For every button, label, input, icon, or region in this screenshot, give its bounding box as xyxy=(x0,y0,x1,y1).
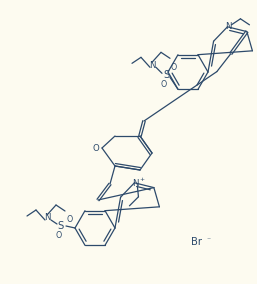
Text: N: N xyxy=(149,61,155,70)
Text: N: N xyxy=(44,214,50,222)
Text: S: S xyxy=(163,70,169,80)
Text: N: N xyxy=(225,22,232,31)
Text: O: O xyxy=(67,214,73,224)
Text: O: O xyxy=(93,143,99,153)
Text: ⁻: ⁻ xyxy=(207,235,211,245)
Text: Br: Br xyxy=(190,237,201,247)
Text: O: O xyxy=(171,63,177,72)
Text: O: O xyxy=(161,80,167,89)
Text: N: N xyxy=(132,179,139,188)
Text: +: + xyxy=(139,177,144,182)
Text: O: O xyxy=(56,231,62,239)
Text: S: S xyxy=(58,221,64,231)
